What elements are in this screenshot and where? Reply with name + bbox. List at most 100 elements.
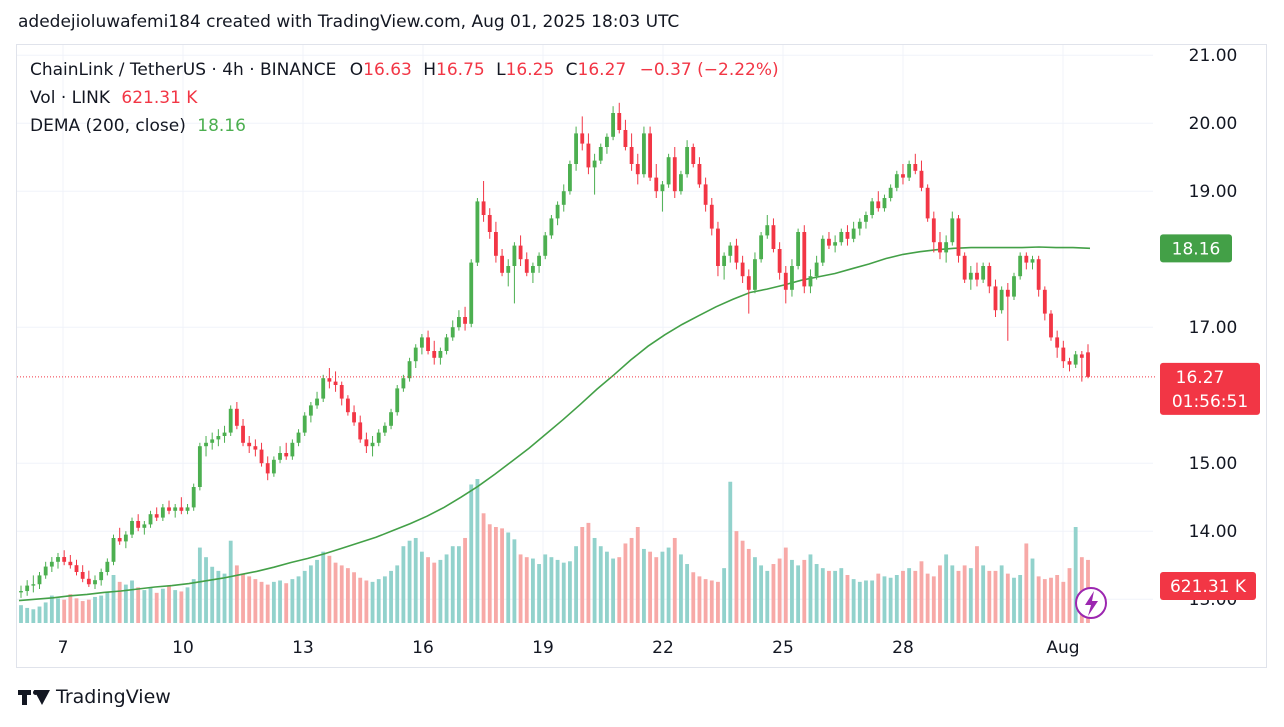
candle[interactable]: [370, 436, 375, 457]
candle[interactable]: [913, 153, 918, 175]
candle[interactable]: [142, 521, 147, 535]
candle[interactable]: [679, 170, 683, 195]
candle[interactable]: [870, 198, 875, 219]
candle[interactable]: [25, 580, 30, 596]
candle[interactable]: [43, 561, 48, 579]
candle[interactable]: [123, 531, 128, 549]
candle[interactable]: [722, 252, 727, 280]
candle[interactable]: [580, 116, 585, 151]
candle[interactable]: [450, 320, 455, 341]
candle[interactable]: [1042, 286, 1047, 321]
candle[interactable]: [111, 534, 116, 566]
lightning-icon[interactable]: [1075, 587, 1107, 619]
candle[interactable]: [642, 126, 646, 178]
candle[interactable]: [228, 405, 233, 436]
candle[interactable]: [555, 201, 560, 226]
candle[interactable]: [574, 126, 578, 171]
candle[interactable]: [648, 126, 653, 181]
candle[interactable]: [691, 143, 696, 168]
candle[interactable]: [666, 153, 671, 188]
candle[interactable]: [481, 181, 486, 222]
candle[interactable]: [950, 211, 955, 246]
candle[interactable]: [833, 235, 838, 253]
candle[interactable]: [531, 262, 535, 283]
candle[interactable]: [919, 160, 924, 192]
candle[interactable]: [148, 510, 153, 528]
candle[interactable]: [56, 552, 60, 569]
candle[interactable]: [894, 170, 899, 192]
dema-label[interactable]: DEMA (200, close): [30, 116, 186, 136]
candle[interactable]: [407, 357, 412, 382]
symbol-title[interactable]: ChainLink / TetherUS · 4h · BINANCE: [30, 60, 337, 80]
candle[interactable]: [247, 436, 252, 453]
candle[interactable]: [339, 381, 344, 406]
candle[interactable]: [191, 483, 196, 511]
candle[interactable]: [938, 232, 942, 260]
candle[interactable]: [173, 504, 178, 518]
candle[interactable]: [987, 262, 992, 294]
candle[interactable]: [49, 557, 54, 572]
candle[interactable]: [1061, 340, 1066, 368]
candle[interactable]: [623, 119, 628, 151]
candle[interactable]: [308, 402, 313, 423]
candle[interactable]: [456, 310, 461, 331]
candle[interactable]: [882, 194, 887, 212]
candle[interactable]: [204, 436, 208, 457]
candle[interactable]: [734, 238, 739, 270]
candle[interactable]: [284, 442, 289, 460]
candle[interactable]: [956, 215, 961, 263]
candle[interactable]: [857, 218, 862, 236]
candle[interactable]: [907, 160, 912, 181]
candle[interactable]: [931, 211, 936, 253]
candle[interactable]: [463, 306, 467, 331]
candle[interactable]: [130, 517, 134, 538]
candle[interactable]: [1086, 344, 1090, 379]
candle[interactable]: [401, 374, 406, 392]
candle[interactable]: [864, 211, 868, 229]
candle[interactable]: [981, 262, 986, 283]
candle[interactable]: [740, 255, 745, 283]
candle[interactable]: [1024, 252, 1029, 270]
candle[interactable]: [685, 140, 690, 178]
candle[interactable]: [808, 269, 813, 294]
candle[interactable]: [561, 184, 566, 212]
candle[interactable]: [753, 252, 757, 294]
candle[interactable]: [253, 439, 258, 457]
candle[interactable]: [302, 412, 307, 436]
candle[interactable]: [672, 147, 677, 198]
candle[interactable]: [746, 269, 751, 314]
candle[interactable]: [968, 266, 973, 290]
candle[interactable]: [1018, 252, 1023, 280]
candle[interactable]: [179, 497, 184, 515]
candle[interactable]: [660, 181, 665, 212]
candle[interactable]: [993, 279, 998, 317]
candle[interactable]: [185, 504, 190, 515]
candle[interactable]: [605, 133, 609, 154]
candle[interactable]: [80, 565, 85, 583]
candle[interactable]: [475, 198, 480, 266]
candle[interactable]: [234, 402, 239, 430]
candle[interactable]: [783, 266, 788, 304]
candle[interactable]: [592, 153, 597, 195]
candle[interactable]: [19, 585, 23, 598]
candle[interactable]: [93, 575, 97, 589]
candle[interactable]: [697, 157, 702, 188]
candle[interactable]: [1049, 310, 1053, 341]
candle[interactable]: [512, 242, 517, 304]
candle[interactable]: [1079, 351, 1084, 382]
candle[interactable]: [222, 425, 227, 443]
candle[interactable]: [888, 184, 893, 202]
candle[interactable]: [901, 164, 905, 185]
candle[interactable]: [586, 133, 591, 175]
candle[interactable]: [278, 446, 282, 464]
candle[interactable]: [197, 442, 202, 491]
candle[interactable]: [765, 215, 770, 239]
candle[interactable]: [382, 422, 387, 436]
candle[interactable]: [839, 228, 844, 246]
candle[interactable]: [1073, 351, 1078, 368]
candle[interactable]: [438, 347, 443, 365]
candle[interactable]: [703, 177, 708, 212]
candle[interactable]: [728, 242, 733, 263]
candle[interactable]: [37, 572, 42, 589]
candle[interactable]: [315, 391, 319, 409]
